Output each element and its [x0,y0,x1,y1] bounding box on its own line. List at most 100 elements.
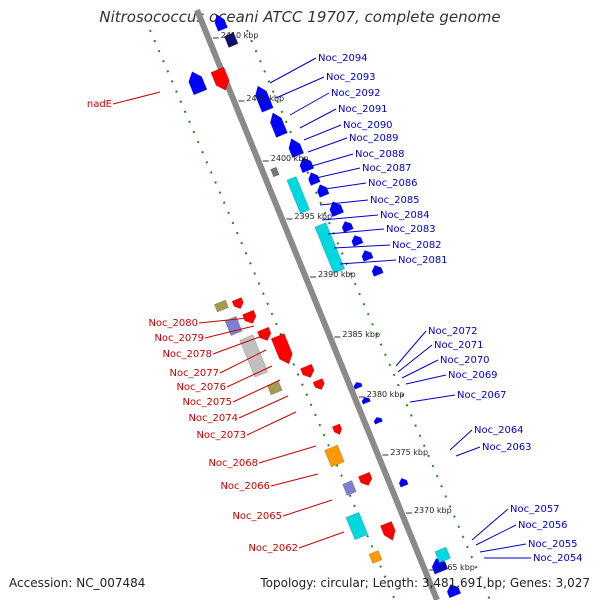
gene-label-forward-6: Noc_2076 [176,382,226,393]
tick-label-5: 2390 kbp [318,270,356,279]
callout-reverse-3 [289,92,330,116]
callout-forward-7 [232,379,281,403]
gene-label-reverse-4: Noc_2091 [338,104,388,115]
tick-label-9: 2370 kbp [414,506,452,515]
callout-reverse-20 [449,429,473,451]
forward-gene-2-shape [210,66,230,91]
gene-label-reverse-2: Noc_2093 [326,72,376,83]
reverse-gene-2 [223,31,239,49]
reverse-gene-8 [316,183,330,199]
cyan-feature-1 [286,175,311,215]
cyan-feature-2-shape [314,221,346,275]
gene-label-reverse-20: Noc_2064 [474,425,524,436]
reverse-gene-5-shape [288,137,305,159]
reverse-gene-6 [299,156,315,174]
tick-label-7: 2380 kbp [367,390,405,399]
gene-label-forward-7: Noc_2075 [182,397,232,408]
callout-forward-6 [226,365,273,388]
cyan-feature-4 [345,511,369,541]
callout-reverse-14 [339,259,397,265]
reverse-gene-13 [371,264,384,278]
callout-reverse-13 [333,244,391,249]
callout-reverse-1 [269,57,317,84]
lavender-feature-1 [224,315,243,337]
cyan-feature-1-shape [286,175,311,215]
callout-reverse-21 [455,446,481,457]
gene-label-forward-1: nadE [87,99,112,110]
reverse-gene-1-shape [214,13,229,32]
olive-feature-2-shape [266,380,283,396]
reverse-gene-9 [329,200,345,218]
reverse-gene-12 [361,249,374,263]
topology-label: Topology: circular; Length: 3,481,691 bp… [260,576,590,590]
gene-label-reverse-22: Noc_2057 [510,504,560,515]
reverse-gene-4 [269,112,289,139]
forward-gene-3-shape [231,296,244,310]
reverse-gene-15 [361,396,372,405]
genome-backbone [194,8,440,600]
forward-gene-5-shape [256,326,272,342]
forward-gene-1 [188,71,208,96]
olive-feature-1 [213,299,230,313]
forward-gene-1-shape [188,71,208,96]
reverse-gene-11 [351,234,364,248]
right-ruler [246,29,491,600]
forward-gene-7 [299,363,315,379]
tick-label-1: 2410 kbp [221,31,259,40]
reverse-gene-6-shape [299,156,315,174]
forward-gene-3 [231,296,244,310]
callout-reverse-8 [315,167,361,179]
gray-feature-small [269,166,280,178]
lavender-feature-1-shape [224,315,243,337]
gene-label-forward-13: Noc_2062 [248,543,298,554]
forward-gene-6 [270,332,293,365]
callout-forward-2 [198,317,249,324]
gene-label-forward-4: Noc_2078 [162,349,212,360]
gene-label-reverse-11: Noc_2084 [380,210,430,221]
callout-reverse-24 [479,543,527,553]
orange-feature-1-shape [323,444,345,468]
callout-reverse-12 [327,228,385,235]
lavender-feature-2 [341,479,357,497]
olive-feature-1-shape [213,299,230,313]
gene-label-reverse-15: Noc_2072 [428,326,478,337]
gene-label-reverse-19: Noc_2067 [457,390,507,401]
callout-reverse-4 [299,108,337,129]
tick-label-6: 2385 kbp [342,330,380,339]
callout-forward-8 [238,395,289,419]
forward-gene-11-shape [379,520,396,542]
reverse-gene-15-shape [361,396,372,405]
callout-reverse-19 [409,394,456,403]
callout-forward-3 [204,325,255,339]
callout-reverse-11 [321,214,379,221]
accession-label: Accession: NC_007484 [9,576,146,590]
callout-reverse-16 [397,344,433,373]
reverse-gene-17-shape [398,477,409,488]
gene-label-reverse-10: Noc_2085 [370,195,420,206]
forward-gene-8 [312,377,325,391]
reverse-gene-7-shape [307,171,321,187]
gene-label-reverse-5: Noc_2090 [343,120,393,131]
gene-label-reverse-7: Noc_2088 [355,149,405,160]
callout-reverse-6 [307,137,348,153]
gene-label-forward-12: Noc_2065 [232,511,282,522]
tick-label-8: 2375 kbp [390,448,428,457]
gene-label-reverse-21: Noc_2063 [482,442,532,453]
reverse-gene-14-shape [353,381,364,390]
reverse-gene-4-shape [269,112,289,139]
callout-reverse-7 [311,153,354,167]
forward-gene-6-shape [270,332,293,365]
callout-reverse-9 [317,182,367,191]
cyan-feature-2 [314,221,346,275]
reverse-gene-11-shape [351,234,364,248]
reverse-gene-10-shape [341,220,355,234]
callout-forward-5 [219,349,267,374]
callout-reverse-15 [395,330,427,367]
callout-reverse-23 [475,524,517,546]
forward-gene-10 [357,471,373,487]
callout-forward-10 [258,445,317,464]
callout-reverse-22 [471,508,509,541]
gene-label-reverse-6: Noc_2089 [349,133,399,144]
callout-forward-1 [112,91,161,105]
